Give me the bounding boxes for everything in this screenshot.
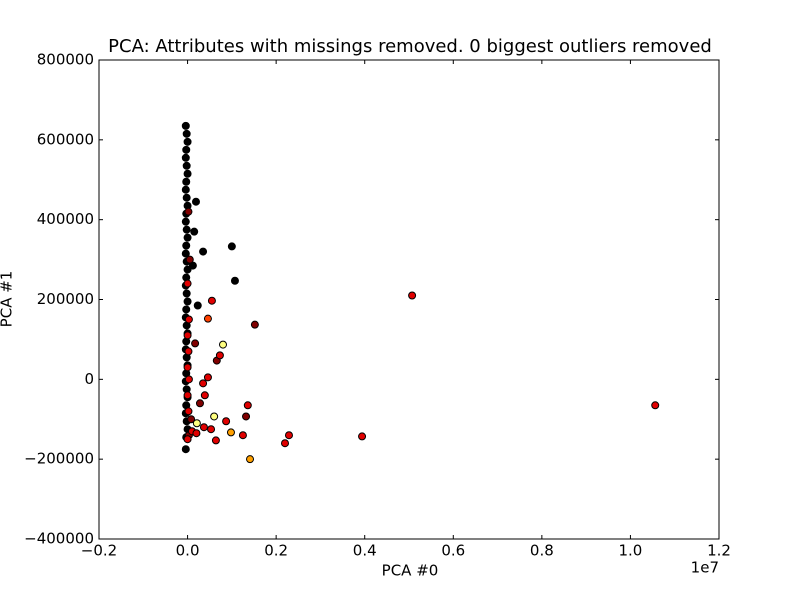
point	[185, 255, 194, 264]
point	[210, 412, 219, 421]
point	[181, 185, 190, 194]
plot-frame	[98, 59, 720, 540]
point	[238, 431, 247, 440]
y-axis-label: PCA #1	[0, 271, 16, 328]
point	[199, 423, 208, 432]
y-tick-label: −400000	[24, 530, 94, 548]
point	[181, 445, 190, 454]
x-tick-label: −0.2	[81, 542, 117, 560]
point	[200, 391, 209, 400]
point	[222, 417, 231, 426]
point	[183, 233, 192, 242]
point	[183, 169, 192, 178]
x-tick-label: 1.0	[618, 542, 642, 560]
point	[193, 301, 202, 310]
point	[250, 320, 259, 329]
point	[183, 331, 192, 340]
point	[358, 432, 367, 441]
point	[199, 247, 208, 256]
y-tick-label: 0	[84, 370, 94, 388]
point	[284, 431, 293, 440]
point	[243, 401, 252, 410]
point	[242, 412, 251, 421]
point	[182, 145, 191, 154]
chart-title: PCA: Attributes with missings removed. 0…	[108, 36, 712, 57]
x-axis-label: PCA #0	[382, 562, 439, 580]
x-tick-label: 0.8	[530, 542, 554, 560]
point	[230, 276, 239, 285]
point	[207, 296, 216, 305]
point	[182, 305, 191, 314]
point	[203, 373, 212, 382]
point	[203, 314, 212, 323]
point	[184, 207, 193, 216]
x-tick-label: 0.6	[441, 542, 465, 560]
point	[183, 297, 192, 306]
point	[182, 225, 191, 234]
y-tick-label: 200000	[37, 290, 94, 308]
point	[184, 375, 193, 384]
point	[199, 379, 208, 388]
point	[192, 419, 201, 428]
point	[183, 265, 192, 274]
point	[183, 137, 192, 146]
point	[184, 315, 193, 324]
point	[183, 363, 192, 372]
point	[181, 217, 190, 226]
point	[182, 193, 191, 202]
point	[195, 399, 204, 408]
y-tick-label: 600000	[37, 130, 94, 148]
point	[651, 401, 660, 410]
point	[190, 227, 199, 236]
point	[215, 351, 224, 360]
point	[227, 242, 236, 251]
x-tick-label: 0.2	[264, 542, 288, 560]
point	[181, 249, 190, 258]
y-tick-label: −200000	[24, 450, 94, 468]
x-tick-label: 1.2	[707, 542, 731, 560]
point	[182, 129, 191, 138]
point	[191, 197, 200, 206]
point	[408, 291, 417, 300]
point	[187, 415, 196, 424]
point	[211, 436, 220, 445]
point	[226, 428, 235, 437]
y-tick-label: 400000	[37, 210, 94, 228]
point	[184, 407, 193, 416]
x-offset-label: 1e7	[691, 559, 719, 577]
point	[181, 153, 190, 162]
point	[219, 340, 227, 349]
point	[184, 347, 193, 356]
point	[246, 455, 255, 464]
point	[281, 439, 289, 448]
point	[181, 121, 190, 130]
point	[191, 339, 200, 348]
point	[183, 435, 192, 444]
point	[183, 391, 192, 400]
point	[182, 177, 191, 186]
point	[207, 425, 216, 434]
x-tick-label: 0.4	[353, 542, 377, 560]
point	[182, 241, 191, 250]
point	[183, 279, 192, 288]
point	[192, 429, 201, 438]
point	[182, 289, 191, 298]
y-tick-label: 800000	[37, 51, 94, 69]
x-tick-label: 0.0	[176, 542, 200, 560]
point	[182, 161, 191, 170]
